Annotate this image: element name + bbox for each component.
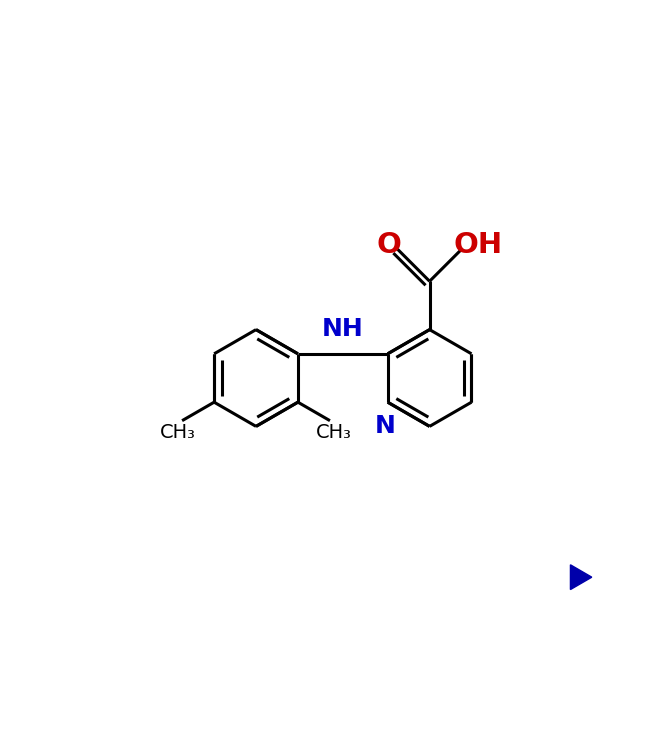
Text: CH₃: CH₃	[160, 423, 196, 442]
Text: NH: NH	[322, 318, 364, 341]
Text: O: O	[376, 231, 401, 259]
Text: N: N	[374, 414, 395, 438]
Text: OH: OH	[453, 231, 502, 259]
Polygon shape	[570, 565, 592, 590]
Text: CH₃: CH₃	[316, 423, 352, 442]
